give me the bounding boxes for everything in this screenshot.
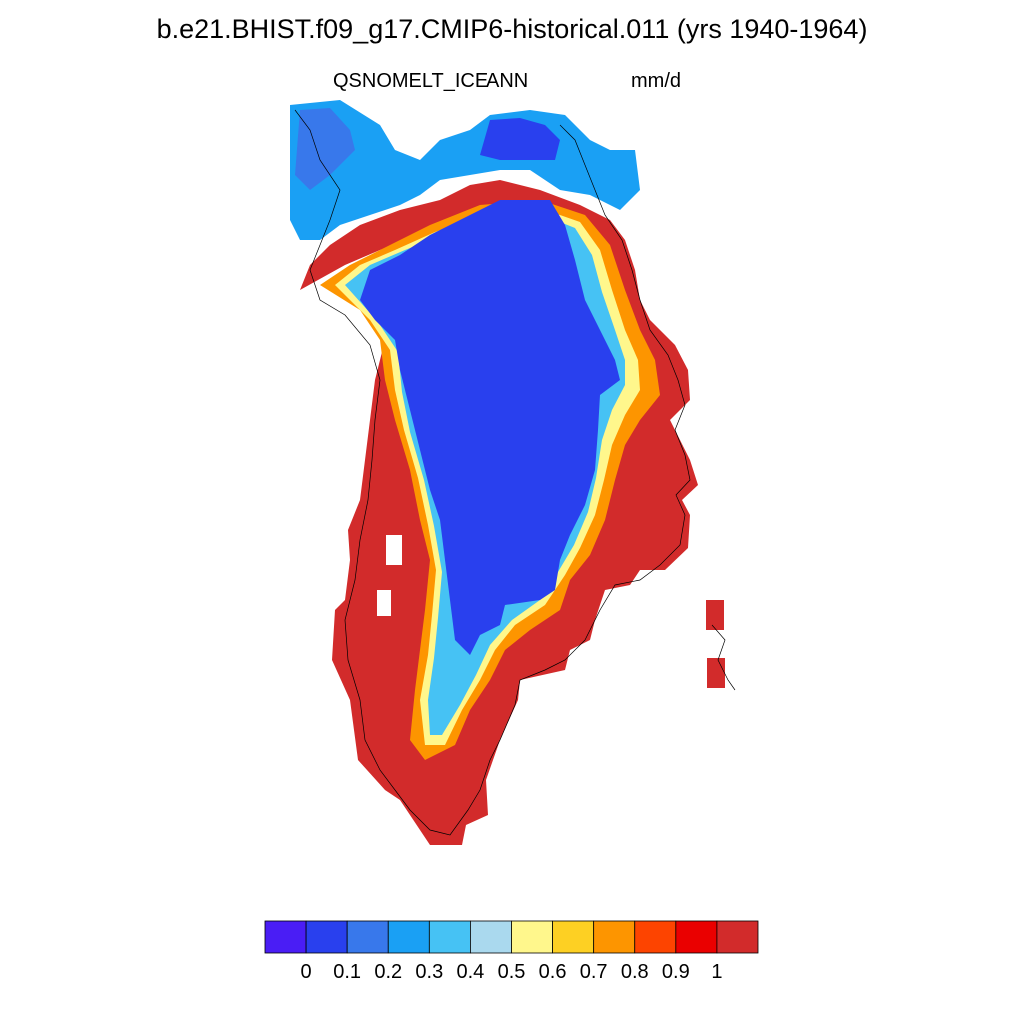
coastline-island [711,624,736,691]
colorbar-swatch [716,920,759,954]
colorbar-tick-label: 0.3 [415,961,444,983]
ice-sheet-interior [360,200,620,655]
gap-2 [377,590,391,616]
east-island-1 [706,600,724,630]
colorbar-swatch [264,920,307,954]
coastline [294,109,691,836]
east-island-2 [707,658,725,688]
colorbar-swatch [305,920,348,954]
colorbar-swatch [387,920,430,954]
variable-label: QSNOMELT_ICE [333,70,489,92]
colorbar-swatch [634,920,677,954]
colorbar-tick-label: 0 [300,961,312,983]
colorbar-tick-label: 0.5 [497,961,526,983]
colorbar-tick-label: 0.8 [620,961,649,983]
greenland-map [290,100,736,845]
colorbar-tick-label: 0.1 [333,961,362,983]
units-label: mm/d [631,70,681,92]
gap-1 [386,535,402,565]
plot-title: b.e21.BHIST.f09_g17.CMIP6-historical.011… [156,14,868,44]
season-label: ANN [486,70,529,92]
colorbar-tick-label: 0.2 [374,961,403,983]
colorbar-swatch [511,920,553,954]
colorbar [264,920,759,954]
colorbar-swatch [428,920,471,954]
colorbar-tick-label: 0.7 [579,961,608,983]
colorbar-swatch [346,920,389,954]
colorbar-tick-label: 0.4 [456,961,485,983]
colorbar-swatch [552,920,595,954]
colorbar-tick-label: 0.9 [661,961,690,983]
colorbar-swatch [675,920,718,954]
colorbar-tick-label: 0.6 [538,961,567,983]
north-fragment-dark [480,118,560,160]
colorbar-swatch [470,920,512,954]
north-fragment-blue [295,108,355,190]
colorbar-tick-label: 1 [711,961,723,983]
colorbar-swatch [593,920,636,954]
